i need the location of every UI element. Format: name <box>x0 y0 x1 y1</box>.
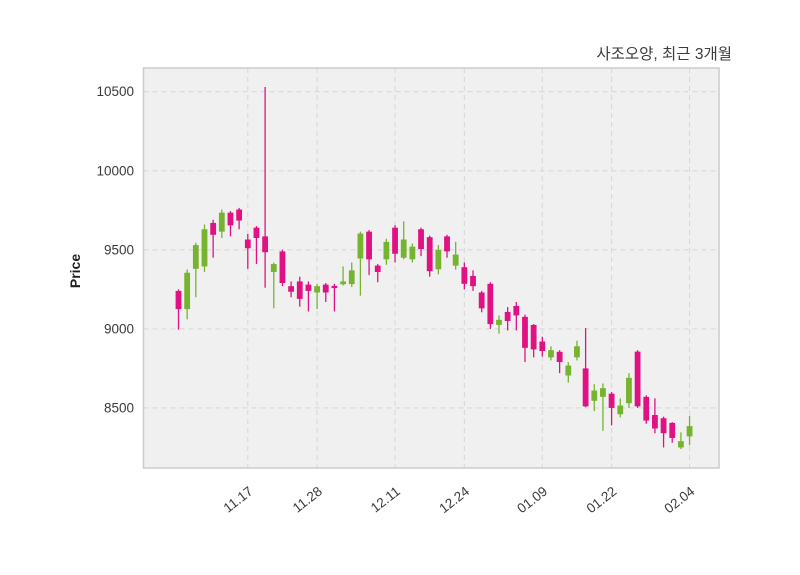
chart-title: 사조오양, 최근 3개월 <box>596 45 732 63</box>
candle-body-down <box>634 351 641 407</box>
candle-body-up <box>677 441 684 448</box>
candle-body-down <box>236 209 243 221</box>
x-tick-label: 01.09 <box>514 484 550 517</box>
candle-body-up <box>201 229 208 267</box>
candle-body-down <box>262 236 269 253</box>
candle-body-down <box>660 418 667 434</box>
candle-body-up <box>435 249 442 270</box>
x-tick-label: 11.17 <box>221 484 256 516</box>
y-tick-label: 10000 <box>96 163 134 178</box>
plot-border <box>142 67 720 469</box>
x-tick-label: 01.22 <box>584 484 620 517</box>
candle-body-down <box>426 237 433 272</box>
candle-body-down <box>331 285 338 289</box>
y-axis-label: Price <box>67 254 83 288</box>
candle-body-up <box>184 272 191 310</box>
candle-body-up <box>686 426 693 437</box>
candle-body-up <box>192 245 199 269</box>
candle-body-down <box>478 292 485 309</box>
candle-body-up <box>348 270 355 285</box>
candle-body-down <box>227 212 234 226</box>
candle-body-up <box>340 281 346 285</box>
candle-body-up <box>452 254 459 266</box>
candle-body-down <box>669 422 676 438</box>
candle-body-down <box>279 251 286 284</box>
candle-body-down <box>643 396 650 421</box>
candle-body-down <box>608 393 615 408</box>
y-tick-label: 9500 <box>104 242 134 257</box>
candle-body-up <box>270 264 277 272</box>
candle-body-down <box>530 324 537 350</box>
candle-body-down <box>392 227 398 254</box>
candle-body-up <box>600 388 606 397</box>
candle-body-up <box>565 365 572 376</box>
candle-body-down <box>522 316 528 348</box>
candle-body-down <box>175 290 182 310</box>
candle-body-down <box>253 227 260 238</box>
candle-body-up <box>548 350 554 358</box>
x-tick-label: 12.11 <box>368 484 403 516</box>
candle-body-down <box>305 284 312 291</box>
candle-body-down <box>487 283 494 325</box>
candle-body-up <box>626 377 632 404</box>
y-tick-label: 10500 <box>96 84 134 99</box>
candle-body-down <box>244 239 251 249</box>
candle-body-down <box>504 311 511 321</box>
candle-body-down <box>539 341 546 352</box>
candle-body-down <box>444 236 450 252</box>
candle-body-down <box>418 229 424 250</box>
candle-body-up <box>409 246 416 260</box>
candle-body-down <box>652 415 658 429</box>
candle-body-down <box>513 305 520 316</box>
candle-body-down <box>461 267 468 284</box>
candle-body-down <box>374 265 381 272</box>
y-tick-label: 9000 <box>104 321 134 336</box>
candle-body-up <box>574 346 580 358</box>
x-tick-label: 11.28 <box>290 484 325 516</box>
candle-body-up <box>591 390 598 401</box>
candle-body-down <box>582 368 589 407</box>
candle-body-down <box>210 222 217 235</box>
candle-body-down <box>288 286 295 292</box>
y-tick-label: 8500 <box>104 400 134 415</box>
candle-body-up <box>314 286 320 293</box>
candle-body-up <box>383 241 390 260</box>
candle-body-up <box>357 233 364 259</box>
candle-body-up <box>400 239 407 258</box>
candle-body-down <box>296 281 303 299</box>
candle-body-down <box>470 275 476 287</box>
candle-body-up <box>496 319 502 325</box>
candle-body-down <box>556 351 563 363</box>
x-tick-label: 12.24 <box>436 483 472 516</box>
candle-body-down <box>322 284 329 293</box>
candle-body-up <box>218 212 225 232</box>
candle-body-up <box>617 405 624 415</box>
candle-body-down <box>366 231 372 260</box>
x-tick-label: 02.04 <box>662 483 698 516</box>
